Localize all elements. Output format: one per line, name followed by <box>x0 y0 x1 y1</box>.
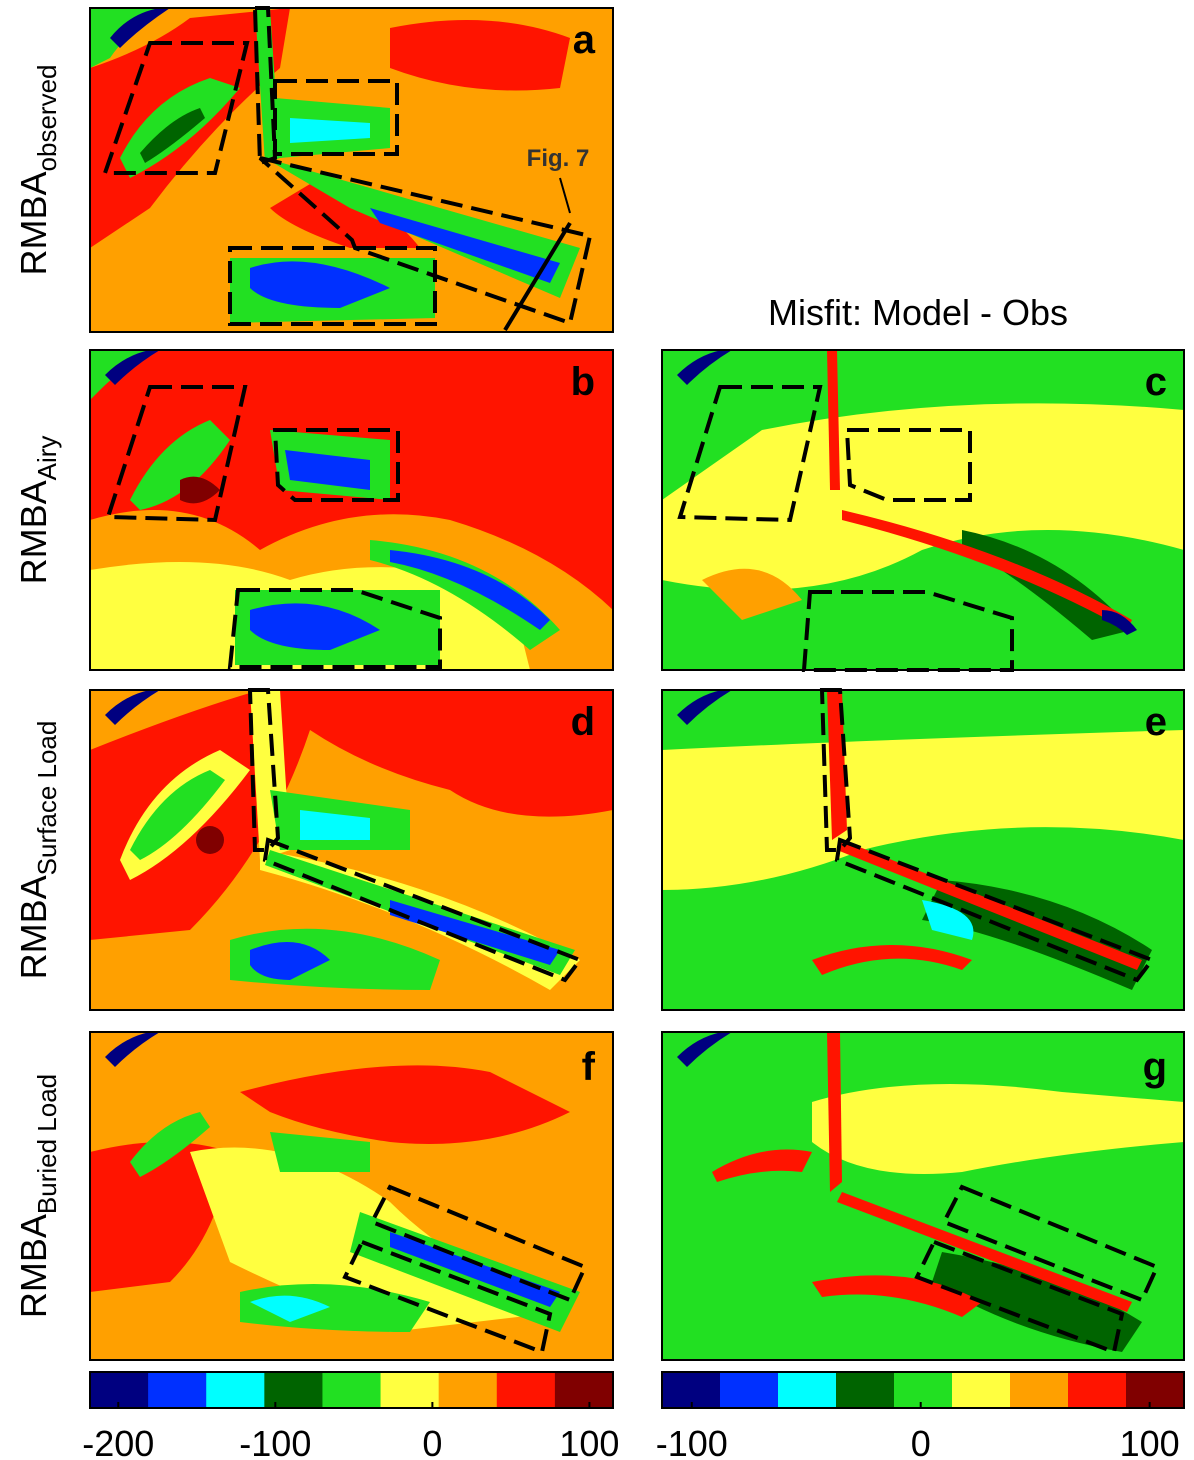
tick-label: -100 <box>656 1423 728 1460</box>
color-cell <box>206 1372 265 1408</box>
colorbars: -200 -100 0 100 -100 0 100 <box>82 1371 1185 1460</box>
color-cell <box>836 1372 895 1408</box>
color-cell <box>90 1372 149 1408</box>
color-cell <box>496 1372 556 1408</box>
map-panel: f <box>89 1031 614 1361</box>
tick-label: 0 <box>422 1423 442 1460</box>
color-cell <box>438 1372 498 1408</box>
color-cell <box>720 1372 779 1408</box>
tick-label: -100 <box>239 1423 311 1460</box>
row-label-main: RMBA <box>13 480 54 584</box>
color-cell <box>148 1372 207 1408</box>
row-label: RMBAAiry <box>13 436 62 585</box>
row-label-main: RMBA <box>13 1214 54 1318</box>
row-label: RMBAobserved <box>13 65 62 276</box>
color-cell <box>1010 1372 1069 1408</box>
map-panel: Fig. 7 a <box>89 6 614 333</box>
color-cell <box>894 1372 953 1408</box>
row-label: RMBASurface Load <box>13 721 62 980</box>
color-cell <box>952 1372 1011 1408</box>
row-label-sub: Buried Load <box>32 1074 62 1214</box>
color-cell <box>380 1372 440 1408</box>
panel-letter: g <box>1143 1045 1167 1089</box>
color-cell <box>1068 1372 1127 1408</box>
color-cell <box>264 1372 323 1408</box>
misfit-title: Misfit: Model - Obs <box>768 292 1068 333</box>
tick-label: -200 <box>82 1423 154 1460</box>
tick-label: 0 <box>911 1423 931 1460</box>
tick-label: 100 <box>1120 1423 1180 1460</box>
row-label: RMBABuried Load <box>13 1074 62 1318</box>
row-label-sub: observed <box>32 65 62 172</box>
tick-label: 100 <box>559 1423 619 1460</box>
row-label-main: RMBA <box>13 875 54 979</box>
row-label-sub: Airy <box>32 436 62 481</box>
panel-letter: f <box>582 1045 596 1089</box>
panel-letter: d <box>571 700 595 744</box>
row-label-main: RMBA <box>13 171 54 275</box>
colorbar-frame <box>661 1371 1185 1409</box>
map-panel: e <box>661 688 1185 1011</box>
map-panel: c <box>661 349 1185 672</box>
map-panel: g <box>661 1031 1185 1361</box>
panel-letter: e <box>1145 700 1167 744</box>
panel-letter: b <box>571 360 595 404</box>
colorbar-frame <box>89 1371 614 1409</box>
panel-letter: a <box>573 18 596 62</box>
panel-letter: c <box>1145 360 1167 404</box>
color-cell <box>322 1372 382 1408</box>
color-cell <box>554 1372 614 1408</box>
annotation: Fig. 7 <box>527 145 590 172</box>
color-cell <box>778 1372 837 1408</box>
color-cell <box>1126 1372 1185 1408</box>
map-panel: d <box>89 688 614 1011</box>
map-panel: b <box>89 349 614 671</box>
row-label-sub: Surface Load <box>32 721 62 876</box>
